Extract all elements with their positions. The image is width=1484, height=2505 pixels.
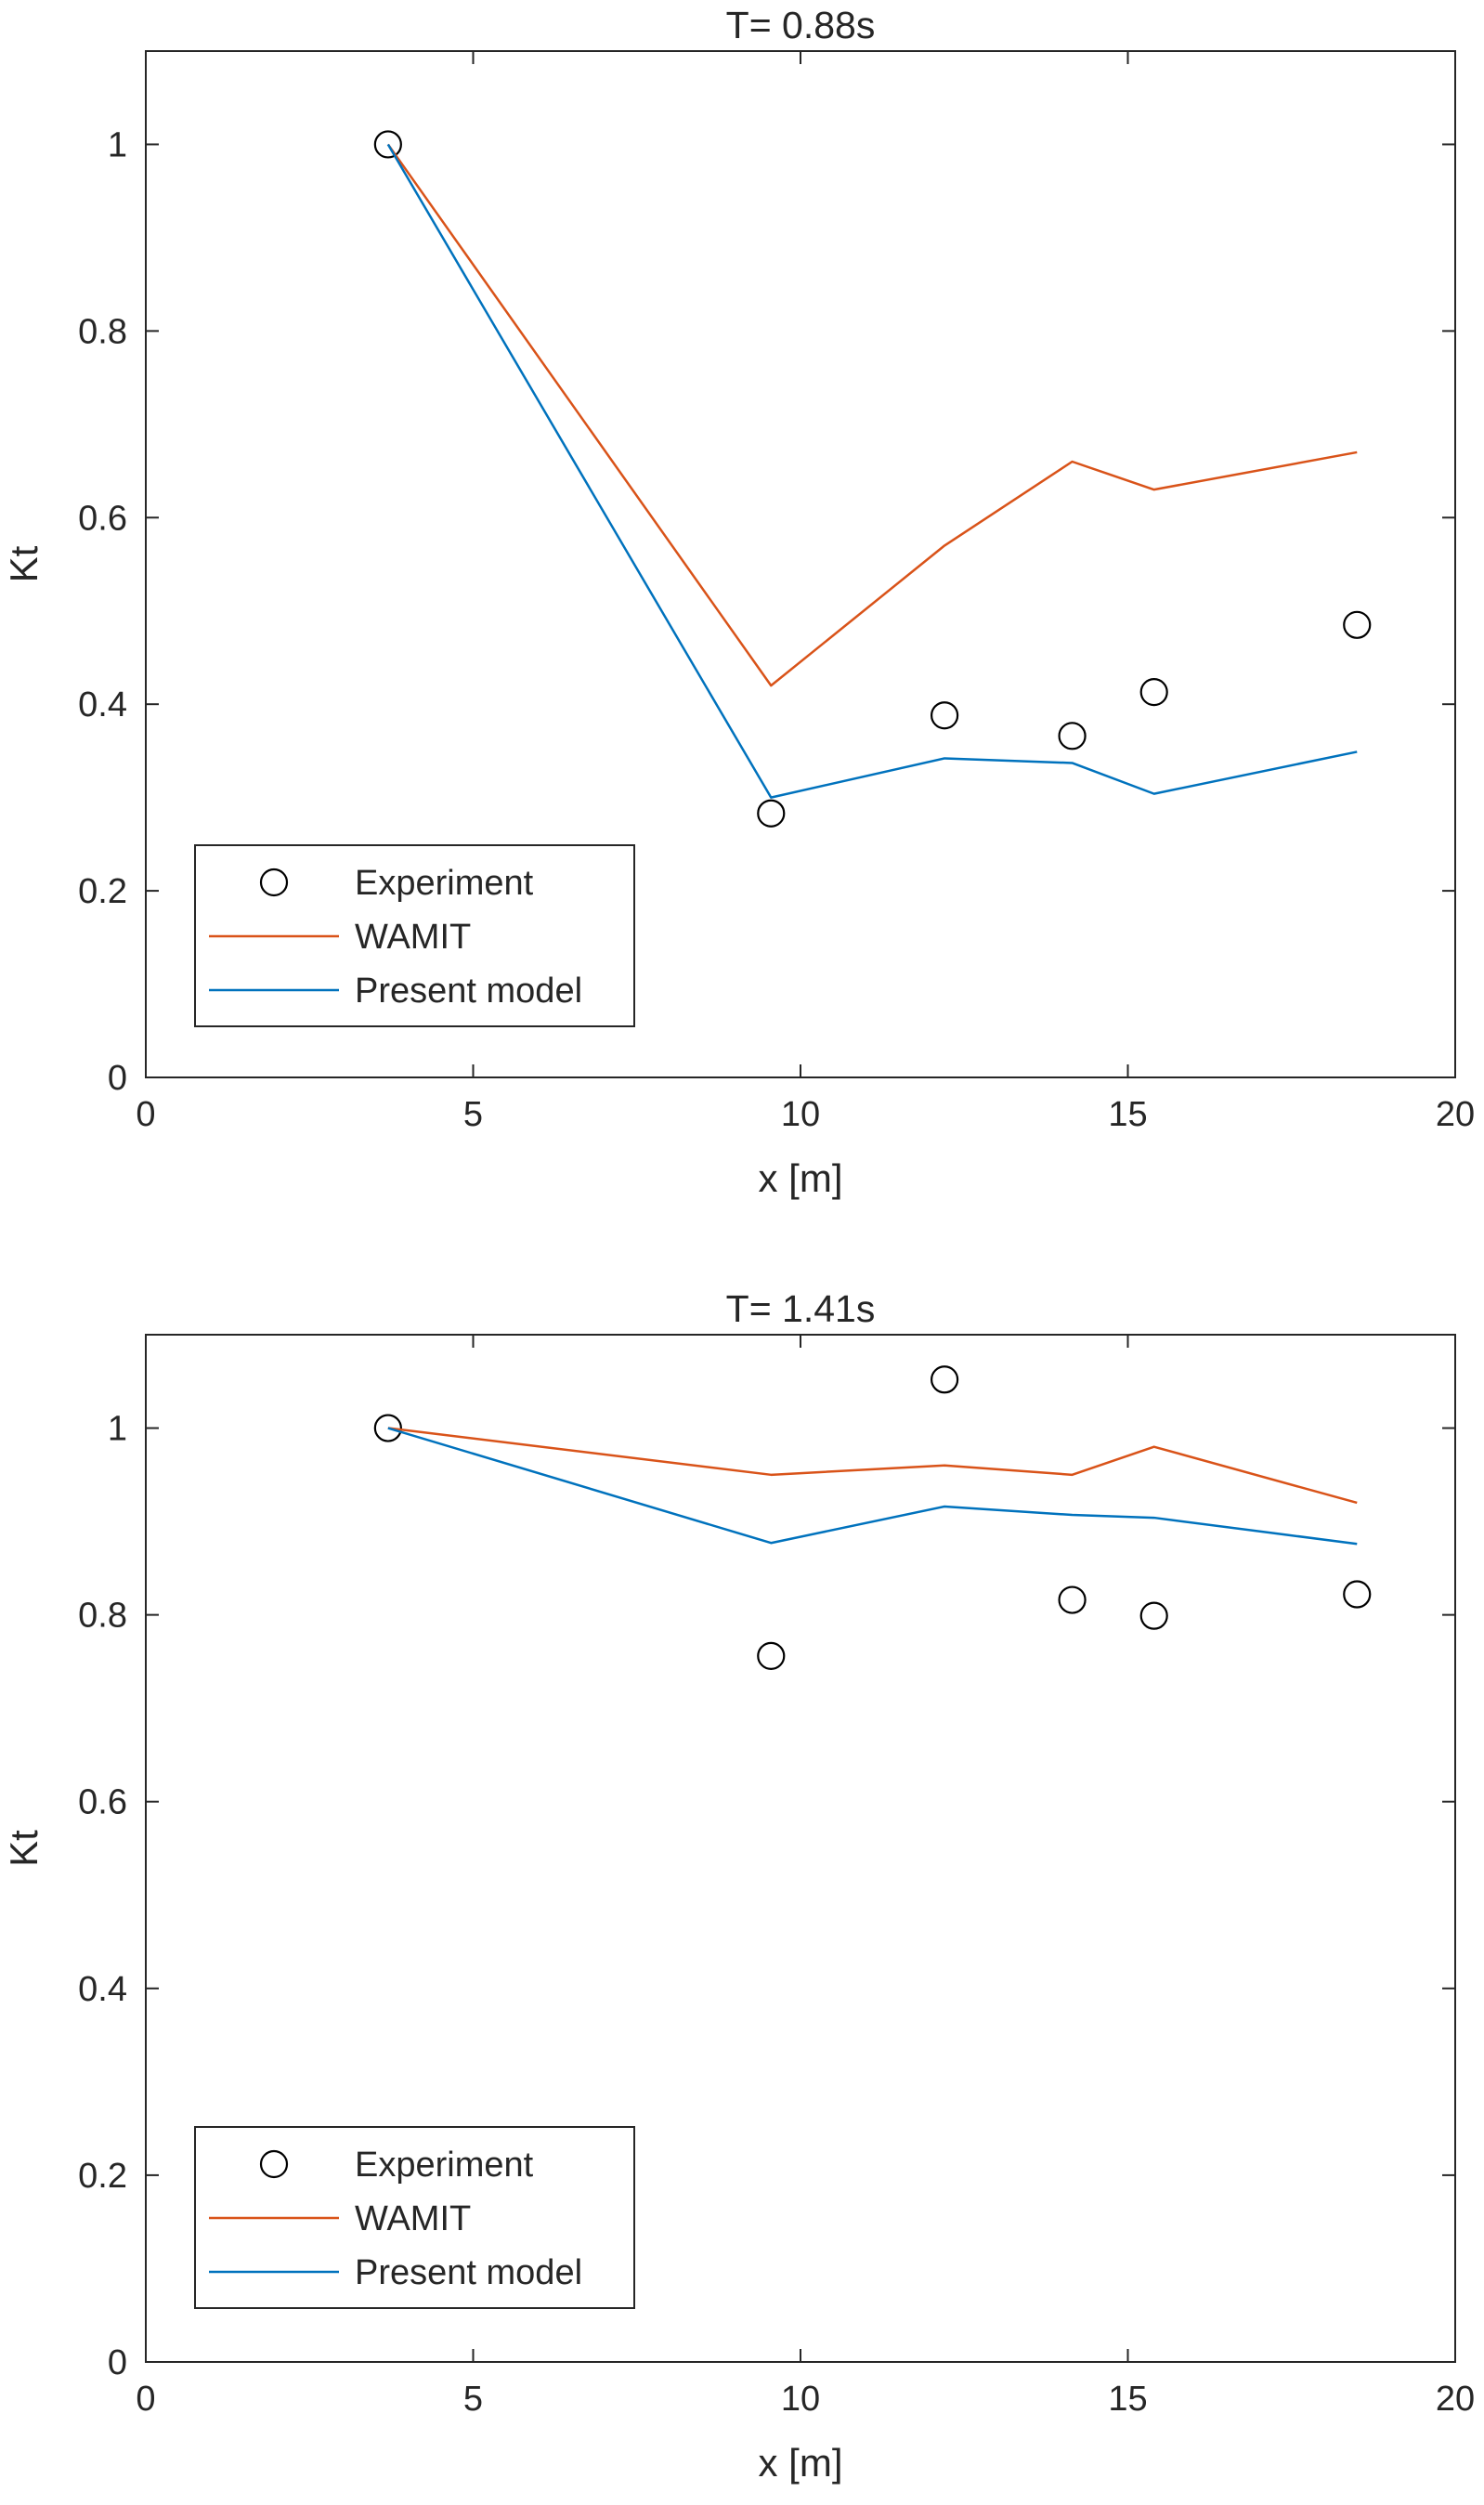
x-tick-label: 5 <box>463 1095 483 1134</box>
y-tick-label: 0.2 <box>78 872 127 911</box>
chart-title: T= 0.88s <box>726 4 876 46</box>
data-point <box>373 1414 402 1442</box>
series-line <box>386 143 1358 799</box>
x-tick-label: 10 <box>781 1095 820 1134</box>
data-point <box>1343 610 1372 639</box>
legend-label: WAMIT <box>355 918 471 957</box>
legend-label: Present model <box>355 2253 582 2292</box>
x-tick-label: 15 <box>1108 1095 1147 1134</box>
legend-label: Present model <box>355 972 582 1011</box>
x-tick-label: 15 <box>1108 2380 1147 2419</box>
y-tick-label: 0.8 <box>78 312 127 351</box>
series-experiment <box>373 130 1372 828</box>
data-point <box>1139 1601 1168 1630</box>
x-axis-label: x [m] <box>759 2441 843 2485</box>
y-tick-label: 1 <box>108 125 127 164</box>
x-axis-label: x [m] <box>759 1156 843 1200</box>
legend-label: Experiment <box>355 2146 534 2185</box>
data-point <box>757 799 786 828</box>
y-tick-label: 0 <box>108 1059 127 1098</box>
x-tick-label: 5 <box>463 2380 483 2419</box>
series-line <box>387 1427 1358 1505</box>
legend-label: WAMIT <box>355 2199 471 2238</box>
data-point <box>1343 1580 1372 1609</box>
y-tick-label: 0.6 <box>78 499 127 538</box>
legend-marker-symbol <box>259 868 289 897</box>
chart-title: T= 1.41s <box>726 1287 876 1330</box>
series-experiment <box>373 1365 1372 1670</box>
series-line <box>386 143 1358 687</box>
data-point <box>1058 722 1087 750</box>
data-point <box>373 130 402 159</box>
chart-1: 0 5 10 15 20 0 0.2 0.4 0.6 0.8 1 T= 0.88s x [m] Kt Exp… <box>2 4 1475 1200</box>
x-tick-label: 20 <box>1436 1095 1475 1134</box>
data-point <box>930 701 959 730</box>
data-point <box>1058 1585 1087 1614</box>
series-wamit <box>386 143 1358 687</box>
y-tick-label: 0 <box>108 2343 127 2382</box>
legend-marker-symbol <box>259 2149 289 2179</box>
x-tick-label: 0 <box>136 2380 155 2419</box>
x-tick-label: 20 <box>1436 2380 1475 2419</box>
legend-label: Experiment <box>355 864 534 903</box>
data-point <box>1139 678 1168 707</box>
series-wamit <box>387 1427 1358 1505</box>
y-tick-label: 0.6 <box>78 1783 127 1822</box>
series-line <box>387 1427 1358 1546</box>
y-tick-label: 1 <box>108 1410 127 1449</box>
data-point <box>930 1365 959 1394</box>
y-tick-label: 0.8 <box>78 1597 127 1636</box>
y-tick-label: 0.4 <box>78 685 127 724</box>
data-point <box>757 1641 786 1670</box>
y-tick-label: 0.4 <box>78 1970 127 2009</box>
chart-2: 0 5 10 15 20 0 0.2 0.4 0.6 0.8 1 T= 1.41s x [m] Kt Exp… <box>2 1287 1475 2485</box>
y-tick-label: 0.2 <box>78 2157 127 2196</box>
series-present-model <box>387 1427 1358 1546</box>
legend: Experiment WAMIT Present model <box>194 2126 635 2309</box>
y-axis-label: Kt <box>2 545 46 582</box>
y-axis-label: Kt <box>2 1830 46 1867</box>
x-tick-label: 10 <box>781 2380 820 2419</box>
series-present-model <box>386 143 1358 799</box>
x-tick-label: 0 <box>136 1095 155 1134</box>
legend: Experiment WAMIT Present model <box>194 844 635 1027</box>
